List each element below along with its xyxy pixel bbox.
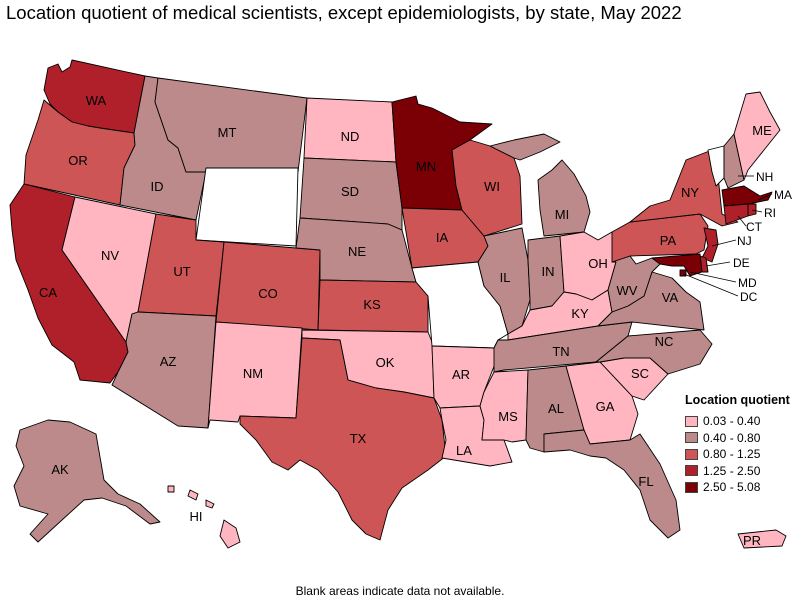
legend-swatch [685,465,698,477]
label-CT: CT [746,220,763,234]
label-MI: MI [555,207,569,222]
legend-swatch [685,448,698,460]
label-IN: IN [542,264,555,279]
legend-label: 0.40 - 0.80 [703,430,761,445]
legend-item: 0.40 - 0.80 [685,430,795,447]
label-SD: SD [341,184,359,199]
label-WA: WA [86,93,107,108]
label-HI: HI [190,509,203,524]
state-MD[interactable] [651,253,703,277]
label-ME: ME [752,123,772,138]
state-NM[interactable] [207,321,303,429]
label-WI: WI [484,179,500,194]
label-IA: IA [436,230,449,245]
label-LA: LA [456,443,472,458]
label-NH: NH [756,170,773,184]
state-WI[interactable] [451,139,523,237]
legend-item: 2.50 - 5.08 [685,479,795,496]
label-NC: NC [655,334,674,349]
state-FL[interactable] [543,429,681,539]
legend-item: 1.25 - 2.50 [685,463,795,480]
label-DE: DE [733,256,750,270]
state-WY[interactable] [195,167,299,247]
state-CT[interactable] [723,203,749,225]
label-AZ: AZ [160,354,177,369]
label-KY: KY [571,306,589,321]
state-MT[interactable] [154,77,308,173]
state-KS[interactable] [317,279,429,333]
legend: Location quotient 0.03 - 0.40 0.40 - 0.8… [685,393,795,496]
state-MI[interactable] [489,133,591,237]
label-NV: NV [101,248,119,263]
label-IL: IL [500,270,511,285]
legend-item: 0.03 - 0.40 [685,413,795,430]
label-MT: MT [218,125,237,140]
state-labels: WA OR CA ID NV MT UT AZ CO NM ND SD NE K… [39,93,792,548]
leader-lines [683,175,773,297]
label-FL: FL [638,474,653,489]
label-CA: CA [39,285,57,300]
state-AK[interactable] [13,419,161,543]
state-HI[interactable] [167,485,241,549]
state-WV[interactable] [607,255,661,313]
state-TX[interactable] [239,337,447,541]
label-CO: CO [258,286,278,301]
footnote: Blank areas indicate data not available. [295,584,505,598]
map-title: Location quotient of medical scientists,… [6,2,682,23]
label-NE: NE [348,244,366,259]
label-TX: TX [350,431,367,446]
label-MD: MD [738,276,757,290]
label-NJ: NJ [737,234,752,248]
legend-label: 2.50 - 5.08 [703,480,761,495]
label-PR: PR [743,533,761,548]
state-MA[interactable] [721,185,773,207]
state-VT[interactable] [707,145,725,187]
label-VA: VA [662,290,679,305]
legend-swatch [685,481,698,493]
label-GA: GA [596,399,615,414]
legend-label: 1.25 - 2.50 [703,463,761,478]
label-TN: TN [552,344,569,359]
state-DC[interactable] [679,269,687,277]
legend-label: 0.80 - 1.25 [703,447,761,462]
label-OH: OH [588,256,608,271]
label-NM: NM [243,366,263,381]
legend-title: Location quotient [685,393,790,407]
state-PR[interactable] [737,529,787,549]
legend-swatch [685,432,698,444]
label-AL: AL [548,401,564,416]
label-OK: OK [376,355,395,370]
legend-label: 0.03 - 0.40 [703,414,761,429]
state-ME[interactable] [733,91,781,181]
label-KS: KS [363,297,381,312]
label-MA: MA [774,188,792,202]
label-RI: RI [764,206,776,220]
label-NY: NY [681,185,699,200]
label-AR: AR [452,367,470,382]
label-MN: MN [416,159,436,174]
legend-swatch [685,415,698,427]
label-MS: MS [498,409,518,424]
label-SC: SC [631,366,649,381]
legend-item: 0.80 - 1.25 [685,446,795,463]
label-WV: WV [617,283,638,298]
label-UT: UT [173,264,190,279]
label-OR: OR [68,153,88,168]
label-AK: AK [51,462,69,477]
state-NC[interactable] [595,329,713,375]
label-ND: ND [341,129,360,144]
label-PA: PA [660,233,677,248]
state-NJ[interactable] [701,227,719,263]
label-ID: ID [151,179,164,194]
state-NH[interactable] [723,133,745,189]
label-DC: DC [740,290,758,304]
